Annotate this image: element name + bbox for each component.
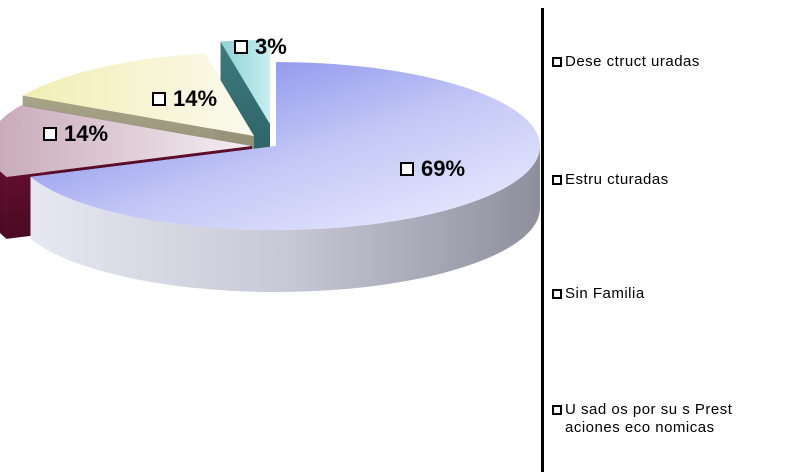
legend-item-desestructuradas: Dese ctruct uradas [552, 53, 700, 71]
legend-swatch-icon [552, 289, 562, 299]
pie-chart: 69% 14% 14% 3% [0, 34, 541, 292]
legend-swatch-icon [552, 405, 562, 415]
pie-chart-svg [0, 40, 541, 292]
legend-item-usados: U sad os por su s Prest aciones eco nomi… [552, 401, 785, 437]
slice-rim [0, 170, 7, 239]
legend-label: Sin Familia [565, 285, 645, 302]
slice-top [30, 62, 540, 231]
label-marker-icon [234, 40, 248, 54]
legend-swatch-icon [552, 57, 562, 67]
legend-label: Dese ctruct uradas [565, 53, 700, 70]
legend-label: U sad os por su s Prest aciones eco nomi… [565, 401, 733, 436]
slice-rim [30, 146, 541, 292]
label-marker-icon [400, 162, 414, 176]
slice-label-text: 14% [173, 86, 218, 111]
legend-swatch-icon [552, 175, 562, 185]
label-marker-icon [43, 127, 57, 141]
slice-top [220, 40, 270, 124]
slice-label-estructuradas: 14% [43, 121, 108, 147]
pie-slice-desestructuradas [30, 62, 541, 292]
slice-label-usados: 3% [234, 34, 287, 60]
slice-label-text: 14% [64, 121, 109, 146]
slice-label-sin-familia: 14% [152, 86, 217, 112]
slice-top [0, 105, 252, 177]
label-marker-icon [152, 92, 166, 106]
slice-label-text: 3% [255, 34, 287, 59]
legend-item-estructuradas: Estru cturadas [552, 171, 669, 189]
slice-top [22, 53, 255, 136]
legend-item-sin-familia: Sin Familia [552, 285, 645, 303]
legend-label: Estru cturadas [565, 171, 669, 188]
chart-legend: Dese ctruct uradas Estru cturadas Sin Fa… [541, 8, 785, 472]
slice-label-desestructuradas: 69% [400, 156, 465, 182]
slice-label-text: 69% [421, 156, 466, 181]
